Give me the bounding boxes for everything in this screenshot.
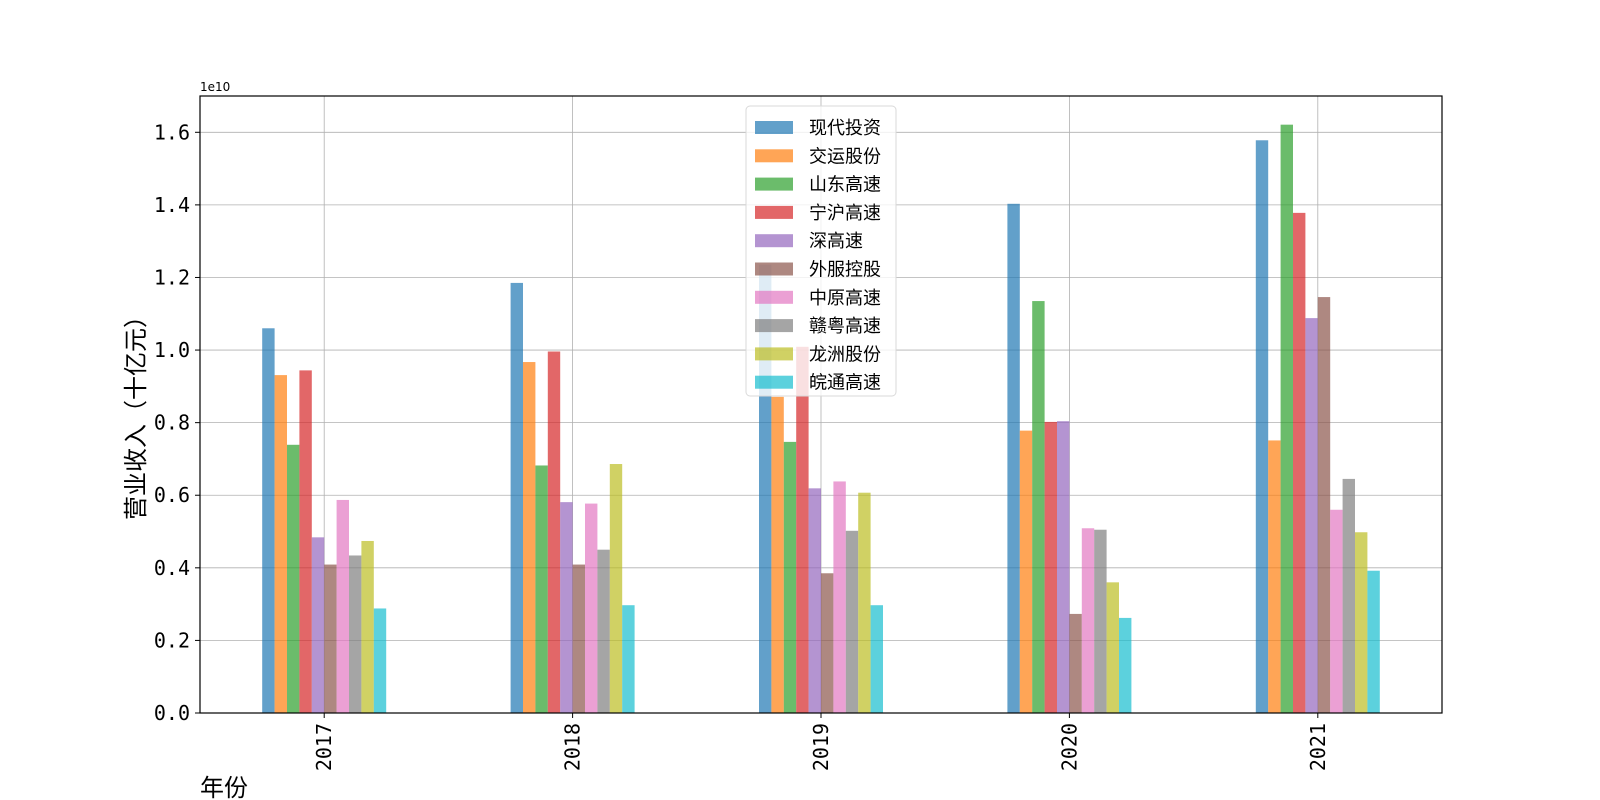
legend-label: 深高速 [809,231,863,252]
legend-swatch [755,347,793,361]
legend-swatch [755,121,793,134]
bar [1305,318,1318,713]
bar [1044,421,1057,713]
bar [361,540,374,713]
y-tick-label: 0.2 [154,628,190,652]
bar [1081,528,1095,713]
x-axis-title: 年份 [200,774,248,800]
y-axis-title: 营业收入（十亿元） [122,304,150,520]
legend-swatch [755,149,793,163]
bar [336,499,349,713]
bar [808,488,821,713]
legend-swatch [755,234,793,248]
legend-label: 皖通高速 [809,373,881,394]
bar [1330,509,1343,713]
bar [1280,124,1293,713]
legend-label: 龙洲股份 [809,344,881,365]
legend-swatch [755,290,793,304]
y-tick-label: 0.0 [154,701,190,725]
bar [609,464,623,713]
legend-label: 山东高速 [809,175,881,196]
bar [311,537,325,713]
bar [1317,297,1331,713]
x-tick-label: 2021 [1306,723,1330,771]
y-tick-label: 1.0 [154,338,190,362]
bar [1019,430,1033,713]
bar [560,502,573,713]
legend-label: 外服控股 [809,260,881,281]
bars [262,124,1380,714]
bar [1342,478,1355,713]
legend-swatch [755,177,793,191]
bar [324,564,337,713]
bar [274,375,287,713]
bar [821,573,834,713]
x-tick-label: 2017 [312,723,336,771]
legend-label: 现代投资 [809,118,881,139]
bar [299,370,312,713]
bar [1106,582,1119,713]
bar [523,362,536,713]
legend-label: 交运股份 [809,146,881,167]
bar [597,549,610,713]
bar [771,396,784,713]
bar [287,444,300,713]
bar [585,503,598,713]
y-tick-label: 0.4 [154,556,190,580]
bar [1355,532,1368,713]
y-tick-label: 1.2 [154,265,190,289]
legend-label: 中原高速 [809,288,881,309]
legend-swatch [755,205,793,219]
bar [262,328,275,713]
y-axis: 0.0 0.2 0.4 0.6 0.8 1.0 1.2 1.4 1.6 [154,120,200,725]
y-tick-label: 1.6 [154,120,190,144]
bar [547,351,561,713]
bar [622,605,635,713]
bar [1069,613,1082,713]
bar [510,282,523,713]
bar [1032,301,1045,713]
x-tick-label: 2018 [561,723,585,771]
bar [1293,212,1306,713]
x-tick-label: 2019 [809,723,833,771]
bar [858,492,871,713]
bar [845,530,859,713]
legend-swatch [755,319,793,333]
bar [373,608,387,713]
bar [535,465,548,713]
legend-swatch [755,262,793,276]
x-tick-label: 2020 [1057,723,1081,771]
bar [349,555,362,713]
bar [1094,529,1107,713]
legend-swatch [755,375,793,389]
bar [1119,617,1132,713]
y-tick-label: 0.8 [154,411,190,435]
bar [1057,421,1070,713]
bar [796,346,809,713]
x-axis: 2017 2018 2019 2020 2021 [312,713,1330,771]
bar [572,564,585,713]
bar [1007,203,1020,714]
y-tick-label: 1.4 [154,193,190,217]
bar [833,481,846,713]
bar [783,441,797,713]
y-tick-label: 0.6 [154,483,190,507]
bar [870,605,883,713]
bar [1255,140,1269,714]
legend-label: 宁沪高速 [809,203,881,224]
legend-label: 赣粤高速 [809,316,881,337]
bar [1268,440,1281,713]
bar [1367,570,1380,713]
y-offset-label: 1e10 [200,80,230,94]
